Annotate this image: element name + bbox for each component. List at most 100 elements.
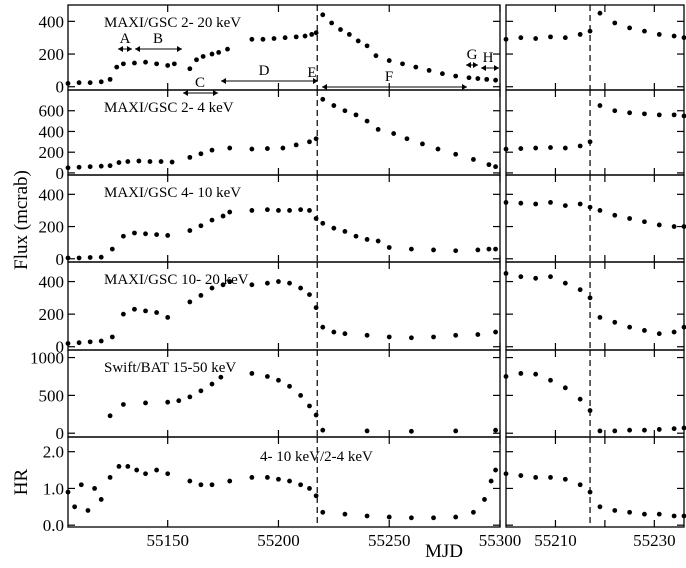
data-point-right: [518, 200, 524, 206]
data-point-right: [656, 511, 662, 517]
data-point-left: [342, 108, 348, 114]
data-point-right: [671, 426, 677, 432]
data-point-left: [493, 246, 498, 252]
data-point-right: [548, 475, 553, 480]
data-point-left: [98, 163, 104, 169]
data-point-left: [143, 308, 148, 314]
data-point-left: [307, 208, 312, 213]
region-arrowhead: [466, 62, 471, 68]
ytick-label: 200: [39, 45, 65, 64]
data-point-right: [562, 35, 568, 41]
region-arrowhead: [473, 62, 478, 68]
data-point-left: [271, 36, 277, 41]
data-point-left: [287, 280, 292, 286]
data-point-left: [386, 514, 392, 520]
data-point-right: [642, 511, 647, 517]
data-point-left: [313, 493, 319, 499]
xtick-label-left: 55250: [368, 531, 411, 550]
data-point-right: [587, 139, 593, 145]
panel-1-right-frame: [505, 4, 685, 91]
data-point-left: [375, 126, 381, 132]
data-point-left: [375, 238, 381, 244]
data-point-left: [475, 332, 481, 337]
panel-1-label: MAXI/GSC 2- 20 keV: [104, 15, 241, 31]
data-point-left: [198, 482, 204, 488]
region-arrowhead: [127, 46, 132, 52]
data-point-right: [518, 274, 524, 280]
data-point-left: [307, 292, 312, 297]
data-point-left: [87, 255, 93, 260]
xtick-label-left: 55200: [257, 531, 300, 550]
data-point-left: [209, 482, 215, 488]
data-point-right: [503, 271, 509, 276]
data-point-left: [225, 46, 230, 52]
data-point-right: [656, 331, 662, 337]
panel-3-right-frame: [505, 174, 685, 263]
ytick-label: 200: [39, 143, 65, 162]
data-point-left: [165, 233, 171, 238]
data-point-right: [612, 20, 618, 26]
ytick-label: 0: [56, 338, 65, 357]
data-point-left: [227, 279, 233, 284]
data-point-left: [216, 50, 222, 55]
data-point-left: [125, 159, 131, 164]
data-point-left: [147, 159, 153, 164]
ytick-label: 400: [39, 185, 65, 204]
data-point-left: [373, 53, 379, 59]
data-point-left: [72, 504, 78, 510]
region-arrowhead: [213, 90, 218, 96]
data-point-left: [154, 61, 160, 67]
data-point-left: [200, 54, 206, 59]
data-point-right: [642, 28, 647, 34]
data-point-left: [307, 139, 312, 145]
region-label-f: F: [385, 69, 393, 85]
data-point-left: [486, 246, 492, 252]
ytick-label: 2.0: [43, 443, 64, 462]
data-point-left: [65, 165, 71, 171]
data-point-left: [187, 299, 193, 305]
data-point-left: [132, 60, 137, 66]
data-point-left: [116, 160, 122, 165]
data-point-left: [364, 332, 370, 338]
data-point-left: [264, 207, 270, 213]
data-point-right: [587, 204, 593, 210]
x-axis-label-mjd: MJD: [425, 541, 463, 562]
data-point-left: [453, 514, 459, 520]
data-point-right: [518, 371, 524, 376]
region-label-b: B: [153, 31, 163, 47]
data-point-left: [76, 80, 82, 86]
data-point-left: [298, 285, 304, 291]
data-point-left: [171, 61, 177, 67]
data-point-left: [331, 225, 337, 231]
data-point-right: [627, 427, 633, 433]
data-point-left: [320, 509, 326, 515]
data-point-right: [671, 33, 677, 39]
data-point-right: [671, 513, 677, 519]
data-point-right: [681, 324, 686, 330]
data-point-right: [577, 482, 583, 488]
data-point-left: [65, 341, 71, 346]
data-point-left: [264, 475, 270, 480]
data-point-left: [346, 32, 352, 37]
region-label-e: E: [307, 65, 316, 81]
data-point-left: [120, 311, 126, 317]
data-point-left: [342, 331, 348, 337]
data-point-left: [338, 27, 343, 32]
data-point-left: [282, 35, 288, 41]
data-point-right: [642, 219, 647, 225]
data-point-left: [313, 412, 319, 418]
data-point-left: [484, 76, 490, 82]
data-point-left: [218, 374, 224, 380]
data-point-left: [486, 162, 492, 168]
data-point-right: [671, 112, 677, 118]
data-point-right: [627, 110, 633, 116]
y-axis-label-flux: Flux (mcrab): [11, 170, 32, 270]
data-point-left: [120, 233, 126, 239]
data-point-left: [391, 131, 397, 136]
data-point-left: [453, 332, 459, 338]
data-point-right: [518, 473, 524, 478]
data-point-left: [143, 59, 148, 65]
data-point-left: [453, 73, 459, 79]
data-point-left: [408, 246, 414, 252]
